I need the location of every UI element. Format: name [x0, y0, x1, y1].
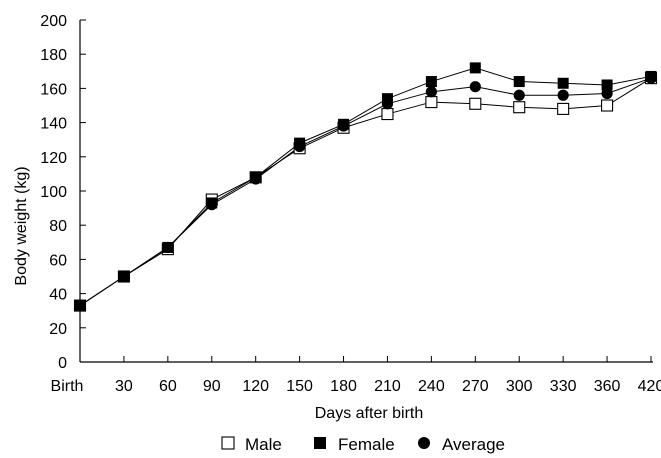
series-line-average: [79, 77, 652, 306]
data-point-average: [601, 87, 613, 100]
data-point-male: [513, 101, 526, 114]
x-tick-label: 120: [242, 378, 269, 395]
data-point-average: [294, 140, 306, 153]
data-point-average: [74, 299, 86, 312]
data-point-average: [557, 89, 569, 101]
data-point-average: [425, 86, 437, 98]
data-point-average: [337, 120, 350, 132]
y-tick-label: 120: [40, 150, 67, 167]
y-tick-label: 100: [40, 184, 67, 201]
y-axis-title: Body weight (kg): [13, 166, 30, 285]
y-tick-label: 140: [40, 116, 67, 133]
data-point-average: [250, 173, 262, 185]
x-tick-label: 180: [330, 378, 357, 395]
data-point-female: [557, 77, 569, 89]
legend-label: Male: [245, 435, 282, 454]
data-point-female: [601, 79, 613, 91]
y-tick-label: 0: [58, 355, 67, 372]
data-point-average: [381, 98, 394, 110]
legend-marker-open-square: [221, 436, 235, 450]
y-tick-label: 200: [40, 13, 67, 30]
legend: Male Female Average: [221, 435, 505, 454]
x-tick-label: 210: [374, 378, 401, 395]
x-axis-title: Days after birth: [315, 405, 423, 422]
data-point-average: [118, 270, 130, 283]
plot-area: 0 20 40 60 80 100 120 140 160 180 200 Birth 30 60 90 12…: [40, 13, 661, 395]
legend-label: Female: [338, 435, 395, 454]
y-tick-label: 160: [40, 81, 67, 98]
data-point-male: [381, 108, 394, 121]
data-point-average: [645, 72, 657, 84]
x-tick-label: 240: [418, 378, 445, 395]
data-point-average: [469, 81, 481, 93]
x-tick-label: 60: [159, 378, 177, 395]
x-tick-label: 330: [550, 378, 577, 395]
x-tick-label: 150: [286, 378, 313, 395]
data-point-average: [162, 241, 174, 254]
data-point-average: [206, 199, 218, 211]
x-tick-label: 30: [115, 378, 133, 395]
legend-marker-filled-circle: [418, 437, 430, 449]
x-tick-label: 270: [462, 378, 489, 395]
y-tick-label: 20: [49, 321, 67, 338]
data-point-male: [425, 96, 438, 109]
x-tick-label: Birth: [51, 378, 84, 395]
x-tick-label: 420: [638, 378, 661, 395]
x-tick-label: 360: [594, 378, 621, 395]
data-point-male: [557, 102, 570, 115]
data-point-male: [469, 97, 482, 110]
y-tick-label: 60: [49, 252, 67, 269]
legend-label: Average: [442, 435, 505, 454]
data-point-average: [513, 89, 525, 101]
data-point-female: [425, 76, 437, 88]
x-tick-label: 300: [506, 378, 533, 395]
data-point-female: [513, 76, 525, 88]
legend-marker-filled-square: [314, 437, 326, 449]
data-point-female: [469, 62, 481, 74]
y-tick-label: 80: [49, 218, 67, 235]
data-point-male: [601, 99, 614, 112]
y-tick-label: 40: [49, 287, 67, 304]
x-tick-label: 90: [203, 378, 221, 395]
y-tick-label: 180: [40, 47, 67, 64]
